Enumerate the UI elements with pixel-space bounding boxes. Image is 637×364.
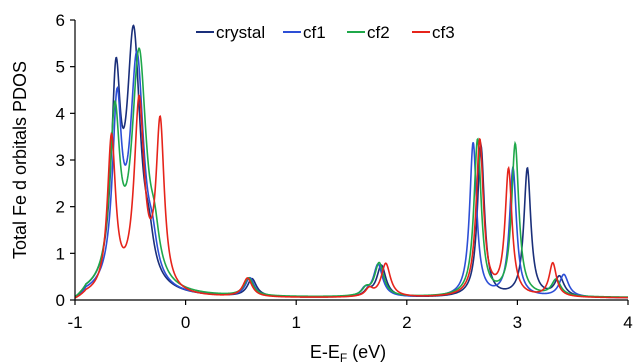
legend-label-crystal: crystal xyxy=(216,23,265,42)
legend: crystal cf1 cf2 cf3 xyxy=(196,23,455,42)
x-axis-title-subscript: F xyxy=(340,351,347,364)
x-tick-label: -1 xyxy=(67,313,82,332)
y-ticks: 0 1 2 3 4 5 6 xyxy=(56,11,75,310)
plot-curves xyxy=(75,26,628,298)
y-tick-label: 4 xyxy=(56,104,65,123)
series-line-crystal xyxy=(75,26,628,298)
y-tick-label: 1 xyxy=(56,244,65,263)
x-ticks: -1 0 1 2 3 4 xyxy=(67,300,632,332)
x-tick-label: 1 xyxy=(291,313,300,332)
y-axis-title: Total Fe d orbitals PDOS xyxy=(10,61,30,259)
y-tick-label: 6 xyxy=(56,11,65,30)
x-tick-label: 2 xyxy=(402,313,411,332)
x-tick-label: 3 xyxy=(513,313,522,332)
legend-label-cf2: cf2 xyxy=(367,23,390,42)
series-line-cf3 xyxy=(75,95,628,297)
x-axis-title: E-EF (eV) xyxy=(310,342,386,364)
x-tick-label: 4 xyxy=(623,313,632,332)
x-tick-label: 0 xyxy=(181,313,190,332)
y-tick-label: 0 xyxy=(56,291,65,310)
legend-label-cf3: cf3 xyxy=(432,23,455,42)
y-tick-label: 5 xyxy=(56,58,65,77)
legend-label-cf1: cf1 xyxy=(303,23,326,42)
x-axis-title-unit: (eV) xyxy=(347,342,386,362)
x-axis-title-main: E-E xyxy=(310,342,340,362)
y-tick-label: 3 xyxy=(56,151,65,170)
y-tick-label: 2 xyxy=(56,198,65,217)
